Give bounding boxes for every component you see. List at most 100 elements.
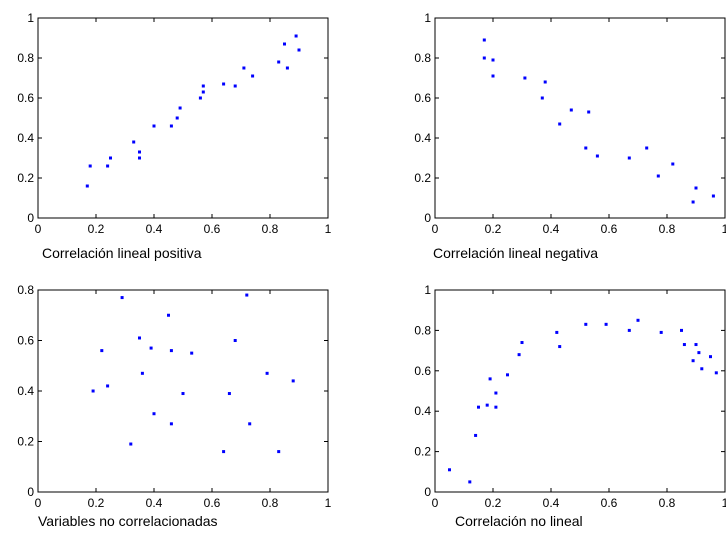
chart-panel-2: 0 0.2 0.4 0.6 0.8 1 0 0.2 0.4 0.6 0.8 1 Correlación … xyxy=(414,11,726,261)
x-tick-label: 0.2 xyxy=(88,222,105,236)
data-point xyxy=(251,74,255,78)
data-point xyxy=(169,124,173,128)
data-point xyxy=(482,56,486,60)
plot-frame xyxy=(434,289,726,493)
data-point xyxy=(694,343,698,347)
data-point xyxy=(233,339,237,342)
data-point xyxy=(587,110,591,114)
data-point xyxy=(595,154,599,158)
data-point xyxy=(697,351,701,355)
data-point xyxy=(656,174,660,178)
data-point xyxy=(265,371,269,375)
data-point xyxy=(248,422,252,426)
data-point xyxy=(488,377,492,381)
y-tick-label: 0.8 xyxy=(17,283,34,297)
chart-caption: Correlación no lineal xyxy=(455,513,583,529)
data-point xyxy=(181,392,185,396)
x-tick-label: 0.4 xyxy=(543,496,560,510)
chart-panel-3: 0 0.2 0.4 0.6 0.8 1 0 0.2 0.4 0.6 0.8 Variables no … xyxy=(17,283,331,529)
data-point xyxy=(520,341,524,345)
data-point xyxy=(543,80,547,84)
data-point xyxy=(491,58,495,62)
data-point xyxy=(517,353,521,357)
data-point xyxy=(627,156,631,160)
x-tick-label: 0 xyxy=(35,496,42,510)
data-point xyxy=(132,140,136,144)
data-point xyxy=(691,200,695,204)
data-point xyxy=(474,433,478,437)
data-point xyxy=(277,60,281,64)
x-tick-label: 0.8 xyxy=(659,222,676,236)
data-point xyxy=(100,349,104,353)
data-point xyxy=(233,84,237,88)
x-tick-label: 0.6 xyxy=(601,496,618,510)
data-point xyxy=(152,412,156,416)
x-tick-label: 0.4 xyxy=(146,222,163,236)
data-point xyxy=(711,194,715,198)
data-point xyxy=(558,345,562,349)
y-tick-label: 1 xyxy=(424,283,431,297)
y-tick-label: 0 xyxy=(424,211,431,225)
y-tick-label: 0.6 xyxy=(414,364,431,378)
data-point xyxy=(175,116,179,120)
y-tick-label: 0.2 xyxy=(17,435,34,449)
data-point xyxy=(106,384,110,388)
chart-caption: Correlación lineal positiva xyxy=(42,245,202,261)
x-tick-label: 0.4 xyxy=(146,496,163,510)
data-point xyxy=(109,156,112,160)
data-point xyxy=(485,403,489,407)
data-point xyxy=(709,355,712,359)
data-point xyxy=(138,336,141,340)
data-point xyxy=(700,367,704,371)
x-tick-label: 1 xyxy=(325,496,332,510)
plot-frame xyxy=(434,17,726,219)
data-point xyxy=(506,373,509,377)
x-tick-label: 1 xyxy=(325,222,332,236)
chart-caption: Correlación lineal negativa xyxy=(433,245,598,261)
data-point xyxy=(636,318,640,322)
x-tick-label: 0 xyxy=(432,496,439,510)
y-tick-label: 0 xyxy=(27,485,34,499)
x-tick-label: 0.8 xyxy=(262,222,279,236)
data-point xyxy=(277,450,281,454)
y-tick-label: 0.4 xyxy=(17,384,34,398)
x-tick-label: 0.2 xyxy=(485,222,502,236)
data-point xyxy=(190,351,194,355)
data-point xyxy=(604,322,608,326)
data-point xyxy=(468,480,472,484)
x-tick-label: 0.6 xyxy=(601,222,618,236)
y-tick-label: 0.4 xyxy=(414,131,431,145)
y-tick-label: 0.8 xyxy=(17,51,34,65)
y-tick-label: 1 xyxy=(27,11,34,25)
chart-panel-4: 0 0.2 0.4 0.6 0.8 1 0 0.2 0.4 0.6 0.8 1 Correlación … xyxy=(414,283,726,529)
y-tick-label: 0 xyxy=(424,485,431,499)
data-point xyxy=(558,122,562,126)
data-point xyxy=(222,450,226,454)
chart-panel-1: 0 0.2 0.4 0.6 0.8 1 0 0.2 0.4 0.6 0.8 1 Correlación … xyxy=(17,11,331,261)
y-tick-label: 0.8 xyxy=(414,323,431,337)
data-point xyxy=(283,42,286,46)
x-tick-label: 0 xyxy=(432,222,439,236)
data-point xyxy=(140,371,144,375)
x-tick-label: 1 xyxy=(722,496,726,510)
data-point xyxy=(477,405,480,409)
data-point xyxy=(138,150,141,154)
y-tick-label: 0.4 xyxy=(17,131,34,145)
data-point xyxy=(691,359,695,363)
x-tick-label: 0.4 xyxy=(543,222,560,236)
x-tick-label: 0.8 xyxy=(659,496,676,510)
chart-caption: Variables no correlacionadas xyxy=(38,513,218,529)
data-point xyxy=(242,66,246,70)
data-point xyxy=(120,296,124,300)
data-point xyxy=(291,379,295,383)
y-tick-label: 0.6 xyxy=(414,91,431,105)
data-point xyxy=(523,76,527,80)
y-tick-label: 0 xyxy=(27,211,34,225)
data-point xyxy=(129,442,133,446)
data-point xyxy=(494,391,498,395)
y-tick-label: 0.8 xyxy=(414,51,431,65)
data-point xyxy=(227,392,231,396)
y-tick-label: 0.2 xyxy=(414,171,431,185)
x-tick-label: 0.6 xyxy=(204,496,221,510)
data-point xyxy=(91,389,95,393)
